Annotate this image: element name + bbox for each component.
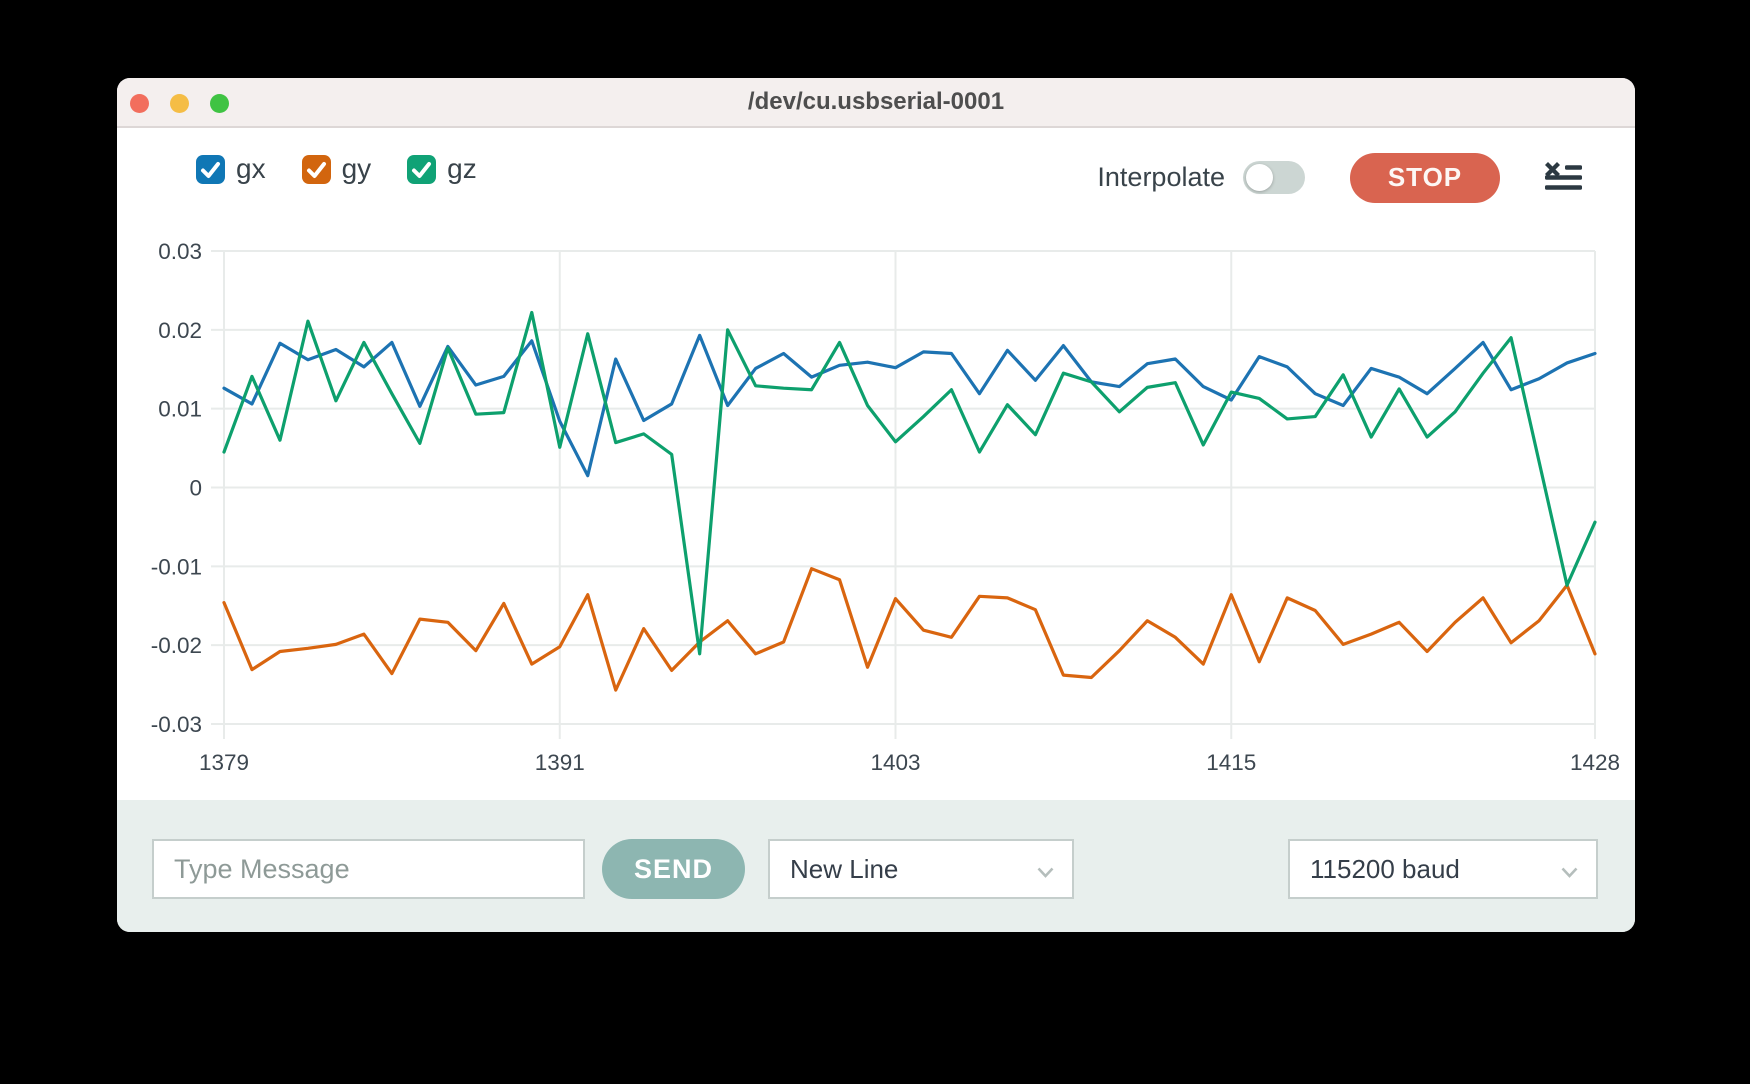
svg-text:-0.03: -0.03 bbox=[151, 712, 202, 737]
footer-bar: SEND New Line 115200 baud bbox=[117, 800, 1635, 932]
legend-item-gz: gz bbox=[407, 153, 477, 185]
checkmark-icon bbox=[201, 161, 220, 178]
svg-text:0.02: 0.02 bbox=[158, 318, 202, 343]
series-legend: gx gy gz bbox=[196, 153, 477, 185]
interpolate-toggle[interactable] bbox=[1243, 161, 1305, 194]
plot-area: 0.03 0.02 0.01 0 -0.01 -0.02 -0.03 1379 1391 1403… bbox=[151, 239, 1620, 775]
line-ending-select[interactable]: New Line bbox=[768, 839, 1074, 899]
gx-label: gx bbox=[236, 153, 266, 184]
baud-rate-value: 115200 baud bbox=[1310, 853, 1460, 884]
svg-text:1403: 1403 bbox=[870, 750, 920, 775]
gz-label: gz bbox=[447, 153, 477, 184]
svg-text:-0.02: -0.02 bbox=[151, 633, 202, 658]
line-ending-value: New Line bbox=[790, 853, 899, 884]
toolbar-right: Interpolate STOP bbox=[1097, 152, 1582, 203]
checkmark-icon bbox=[306, 161, 326, 178]
svg-text:1428: 1428 bbox=[1570, 750, 1620, 775]
baud-rate-select[interactable]: 115200 baud bbox=[1288, 839, 1598, 899]
stop-button[interactable]: STOP bbox=[1350, 152, 1500, 203]
zoom-button[interactable] bbox=[210, 94, 229, 113]
send-button[interactable]: SEND bbox=[602, 839, 745, 899]
close-button[interactable] bbox=[130, 94, 149, 113]
svg-text:1391: 1391 bbox=[535, 750, 585, 775]
chevron-down-icon bbox=[1037, 867, 1054, 878]
legend-item-gx: gx bbox=[196, 153, 266, 185]
gy-checkbox[interactable] bbox=[301, 154, 331, 184]
svg-text:1415: 1415 bbox=[1206, 750, 1256, 775]
message-input[interactable] bbox=[152, 839, 585, 899]
minimize-button[interactable] bbox=[170, 94, 189, 113]
svg-text:-0.01: -0.01 bbox=[151, 554, 202, 579]
app-window: /dev/cu.usbserial-0001 gx gy gz Interpol… bbox=[117, 78, 1635, 932]
titlebar: /dev/cu.usbserial-0001 bbox=[117, 78, 1635, 128]
svg-text:0.01: 0.01 bbox=[158, 397, 202, 422]
svg-text:0: 0 bbox=[189, 476, 202, 501]
window-title: /dev/cu.usbserial-0001 bbox=[747, 88, 1005, 115]
legend-item-gy: gy bbox=[301, 153, 372, 185]
svg-text:0.03: 0.03 bbox=[158, 239, 202, 264]
gy-label: gy bbox=[341, 153, 372, 184]
clear-list-icon bbox=[1545, 162, 1582, 190]
svg-text:1379: 1379 bbox=[199, 750, 249, 775]
chevron-down-icon bbox=[1561, 867, 1578, 878]
interpolate-label: Interpolate bbox=[1097, 162, 1225, 192]
checkmark-icon bbox=[412, 161, 432, 178]
gz-checkbox[interactable] bbox=[407, 154, 437, 184]
gx-checkbox[interactable] bbox=[196, 154, 225, 184]
toggle-knob bbox=[1246, 164, 1273, 191]
clear-list-button[interactable] bbox=[1544, 162, 1582, 193]
